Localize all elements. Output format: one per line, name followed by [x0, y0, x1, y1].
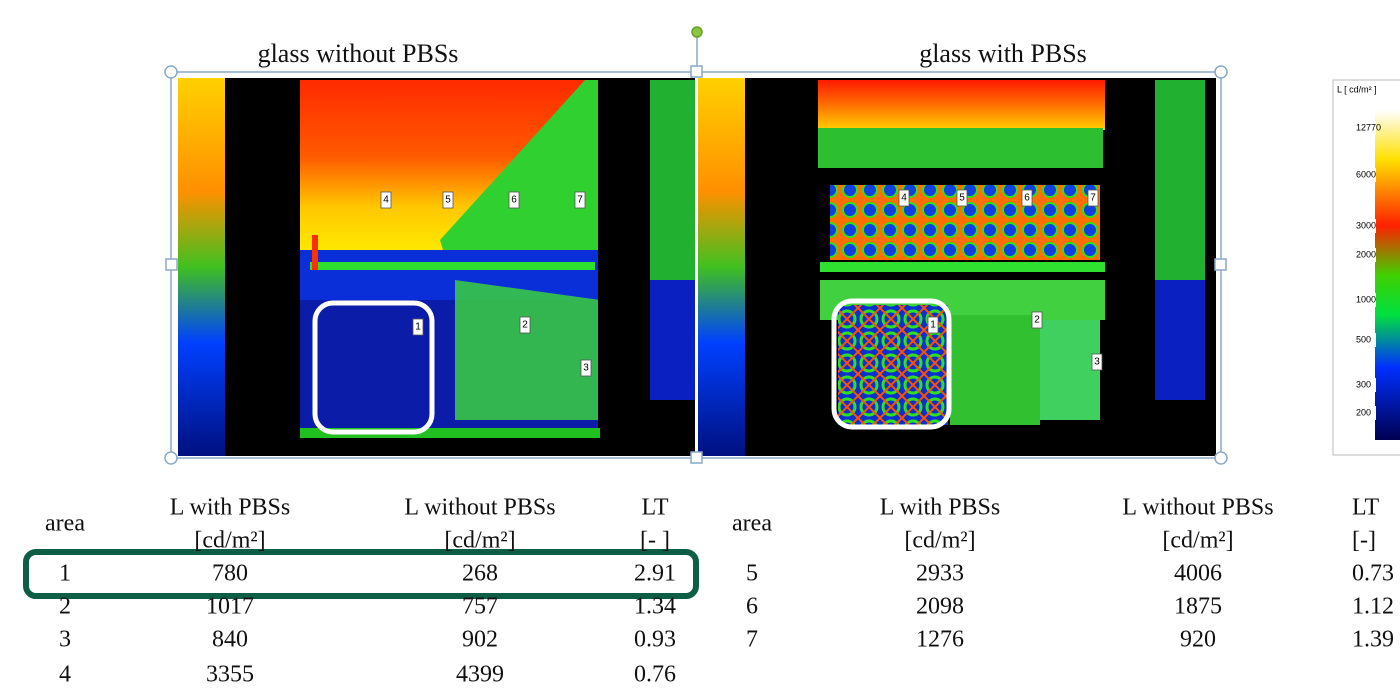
row-highlight [26, 552, 696, 596]
column-unit: [- ] [640, 528, 670, 554]
area-label: 4 [383, 195, 389, 206]
page: glass without PBSs glass with PBSs 1 2 3 4 5 6 7… [0, 0, 1400, 697]
legend-title: L [ cd/m² ] [1337, 84, 1377, 94]
table-cell: 1.39 [1352, 627, 1394, 653]
column-header: L with PBSs [880, 495, 1000, 521]
table-cell: 7 [746, 627, 758, 653]
area-label: 7 [577, 195, 583, 206]
table-cell: 5 [746, 561, 758, 587]
table-cell: 1.12 [1352, 594, 1394, 620]
image-with-pbs [698, 78, 1216, 456]
column-unit: [-] [1352, 528, 1376, 554]
column-header: area [732, 511, 772, 537]
area-label: 3 [583, 363, 589, 374]
legend-value: 2000 [1356, 249, 1376, 259]
table-cell: 2 [59, 594, 71, 620]
column-unit: [cd/m²] [194, 528, 265, 554]
table-cell: 0.73 [1352, 561, 1394, 587]
table-cell: 4 [59, 662, 71, 688]
area-label: 2 [522, 320, 528, 331]
legend-value: 200 [1356, 407, 1371, 417]
area-label: 7 [1090, 193, 1096, 204]
legend-panel [1333, 80, 1400, 455]
table-cell: 4006 [1174, 561, 1222, 587]
legend-value: 12770 [1356, 122, 1381, 132]
table-cell: 902 [462, 627, 498, 653]
table-cell: 757 [462, 594, 498, 620]
column-unit: [cd/m²] [444, 528, 515, 554]
table-cell: 1875 [1174, 594, 1222, 620]
table-cell: 4399 [456, 662, 504, 688]
area-label: 1 [930, 320, 936, 331]
legend-value: 1000 [1356, 294, 1376, 304]
legend-value: 300 [1356, 379, 1371, 389]
area-label: 4 [901, 193, 907, 204]
area-label: 2 [1034, 315, 1040, 326]
table-cell: 3 [59, 627, 71, 653]
area-label: 6 [1024, 193, 1030, 204]
column-header: L with PBSs [170, 495, 290, 521]
table-cell: 1017 [206, 594, 254, 620]
table-cell: 1.34 [634, 594, 676, 620]
table-cell: 2098 [916, 594, 964, 620]
column-header: LT [641, 495, 668, 521]
legend-value: 6000 [1356, 169, 1376, 179]
image-without-pbs [178, 78, 695, 456]
area-label: 5 [959, 193, 965, 204]
table-cell: 0.76 [634, 662, 676, 688]
table-cell: 0.93 [634, 627, 676, 653]
table-cell: 1 [59, 561, 71, 587]
legend-value: 3000 [1356, 220, 1376, 230]
table-cell: 1276 [916, 627, 964, 653]
column-header: L without PBSs [1122, 495, 1273, 521]
table-cell: 268 [462, 561, 498, 587]
column-unit: [cd/m²] [904, 528, 975, 554]
table-cell: 2933 [916, 561, 964, 587]
table-cell: 920 [1180, 627, 1216, 653]
area-label: 3 [1094, 357, 1100, 368]
figure-title: glass without PBSs [258, 39, 459, 68]
column-header: area [45, 511, 85, 537]
legend-value: 500 [1356, 334, 1371, 344]
column-header: L without PBSs [404, 495, 555, 521]
table-cell: 780 [212, 561, 248, 587]
column-unit: [cd/m²] [1162, 528, 1233, 554]
area-label: 5 [445, 195, 451, 206]
area-label: 1 [415, 322, 421, 333]
column-header: LT [1352, 495, 1379, 521]
table-cell: 840 [212, 627, 248, 653]
table-cell: 6 [746, 594, 758, 620]
table-cell: 2.91 [634, 561, 676, 587]
area-label: 6 [511, 195, 517, 206]
table-cell: 3355 [206, 662, 254, 688]
figure-title: glass with PBSs [919, 39, 1087, 68]
